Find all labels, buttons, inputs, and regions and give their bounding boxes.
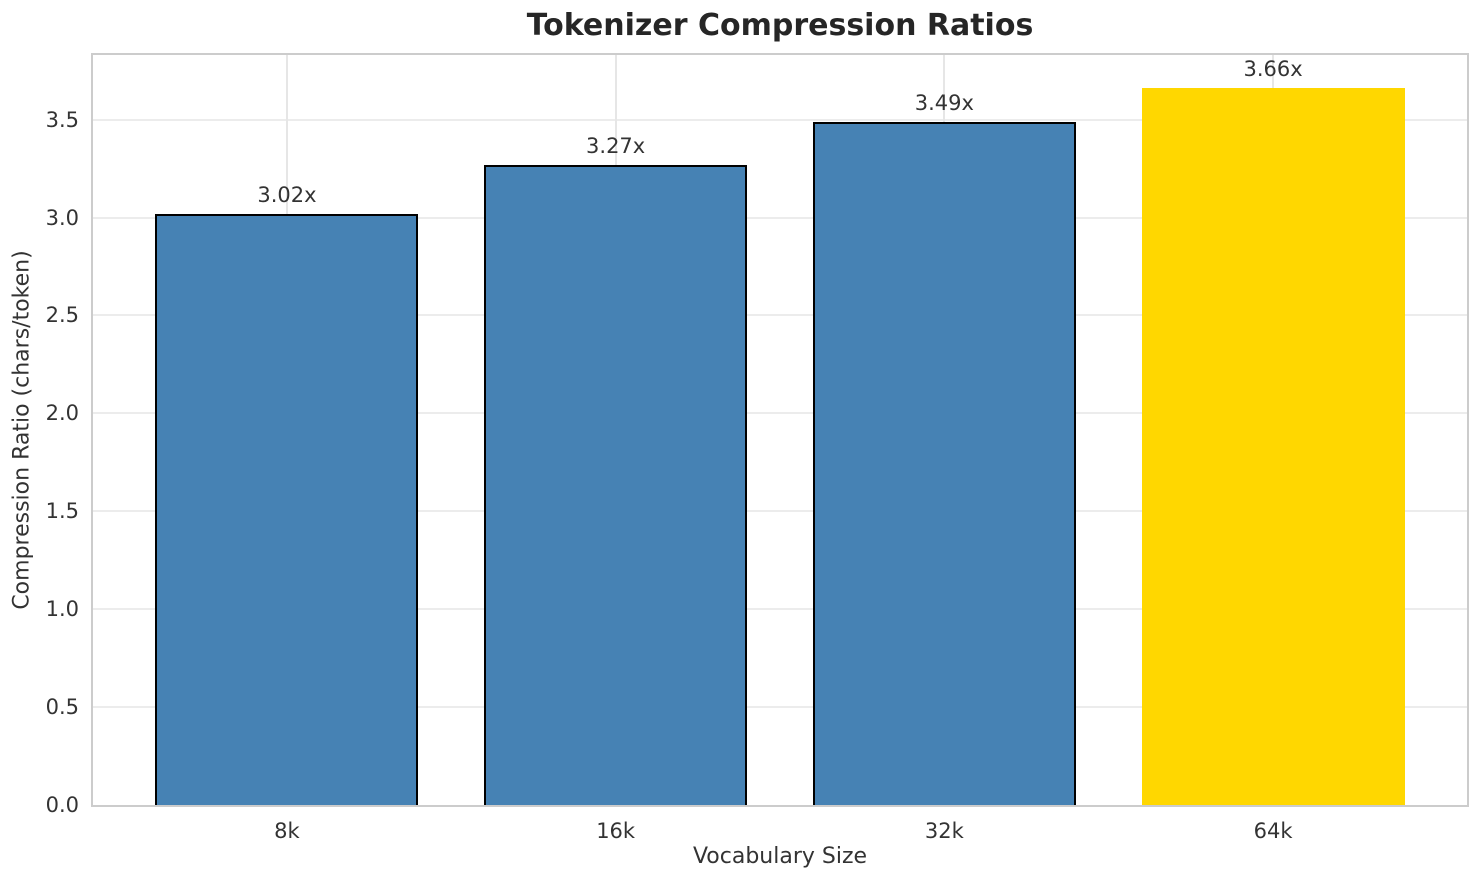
plot-area [91,53,1469,807]
h-gridline [93,314,1467,317]
x-tick-label: 8k [274,819,300,843]
y-tick-label: 0.0 [45,793,79,817]
x-tick-label: 16k [596,819,636,843]
y-tick-label: 1.5 [45,499,79,524]
y-tick-label: 1.0 [45,597,79,622]
h-gridline [93,510,1467,513]
bar-8k [155,213,419,805]
h-gridline [93,412,1467,415]
x-axis-label: Vocabulary Size [692,844,868,869]
y-tick-label: 0.5 [45,695,79,720]
y-tick-label: 2.5 [45,303,79,328]
y-tick-label: 3.5 [45,107,79,132]
chart-title: Tokenizer Compression Ratios [526,8,1034,43]
bar-value-label: 3.02x [257,182,317,207]
bar-64k [1141,88,1405,805]
h-gridline [93,706,1467,709]
y-tick-label: 3.0 [45,205,79,230]
bar-value-label: 3.27x [586,133,646,158]
h-gridline [93,216,1467,219]
bar-value-label: 3.49x [914,90,974,115]
h-gridline [93,608,1467,611]
bar-32k [812,121,1076,805]
h-gridline [93,118,1467,121]
bar-value-label: 3.66x [1243,57,1303,82]
x-tick-label: 64k [1253,819,1293,843]
x-tick-label: 32k [924,819,964,843]
bar-16k [484,164,748,805]
y-axis-label: Compression Ratio (chars/token) [9,250,35,610]
y-tick-label: 2.0 [45,401,79,426]
